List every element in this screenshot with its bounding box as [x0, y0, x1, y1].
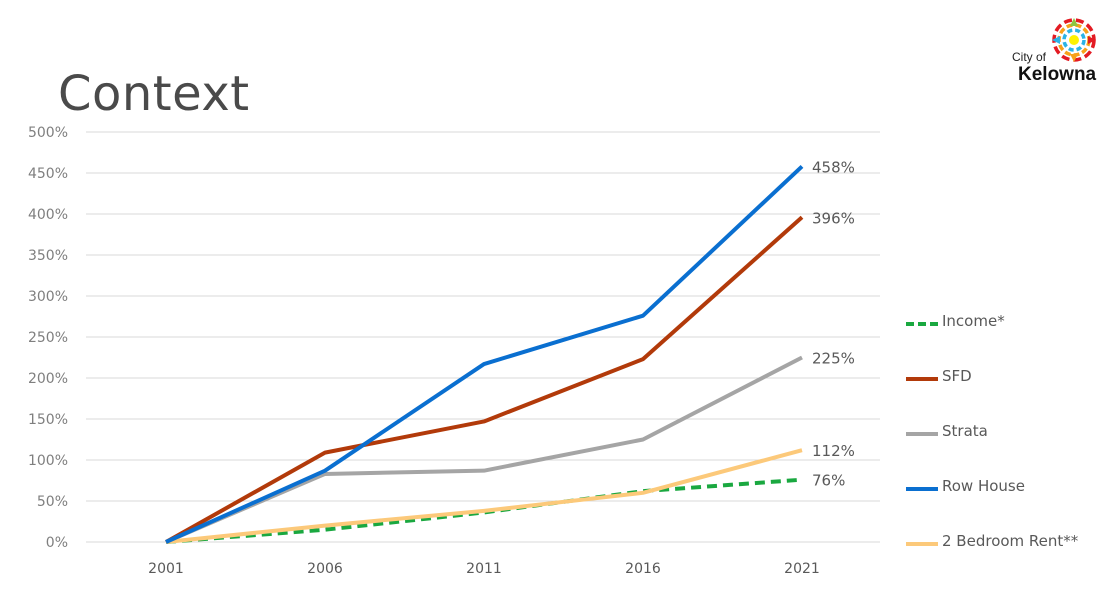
series-line-income [165, 477, 803, 544]
y-tick-label: 350% [28, 248, 68, 264]
legend-item: Row House [906, 477, 1116, 499]
data-label: 225% [812, 350, 855, 368]
logo-city-of: City of [1012, 50, 1047, 64]
legend-item: 2 Bedroom Rent** [906, 532, 1116, 554]
city-logo: City of Kelowna [1008, 14, 1112, 86]
y-tick-label: 500% [28, 125, 68, 141]
y-tick-label: 450% [28, 166, 68, 182]
legend-swatch [906, 322, 938, 326]
legend-label: 2 Bedroom Rent** [942, 532, 1079, 550]
x-tick-label: 2021 [784, 561, 820, 577]
x-tick-label: 2006 [307, 561, 343, 577]
legend-item: SFD [906, 367, 1116, 389]
legend-swatch [906, 432, 938, 436]
series-line-2-bedroom-rent [165, 448, 803, 544]
x-tick-label: 2001 [148, 561, 184, 577]
legend-label: SFD [942, 367, 972, 385]
y-tick-label: 200% [28, 371, 68, 387]
series-line-row-house [165, 164, 804, 544]
legend-item: Income* [906, 312, 1116, 334]
data-label: 458% [812, 158, 855, 176]
x-tick-label: 2011 [466, 561, 502, 577]
legend-swatch [906, 542, 938, 546]
y-tick-label: 50% [37, 494, 68, 510]
data-label: 76% [812, 472, 845, 490]
y-tick-label: 250% [28, 330, 68, 346]
legend-label: Income* [942, 312, 1005, 330]
series-line-sfd [165, 215, 804, 544]
y-tick-label: 100% [28, 453, 68, 469]
y-tick-label: 0% [46, 535, 68, 551]
x-tick-label: 2016 [625, 561, 661, 577]
data-label: 396% [812, 209, 855, 227]
legend-item: Strata [906, 422, 1116, 444]
legend-label: Row House [942, 477, 1025, 495]
logo-kelowna: Kelowna [1018, 64, 1097, 85]
legend-swatch [906, 377, 938, 381]
data-label: 112% [812, 442, 855, 460]
sunburst-logo-icon [1052, 18, 1096, 62]
y-tick-label: 400% [28, 207, 68, 223]
series-line-strata [165, 355, 803, 544]
legend-swatch [906, 487, 938, 491]
y-tick-label: 150% [28, 412, 68, 428]
slide-title: Context [58, 66, 250, 122]
y-tick-label: 300% [28, 289, 68, 305]
legend-label: Strata [942, 422, 988, 440]
